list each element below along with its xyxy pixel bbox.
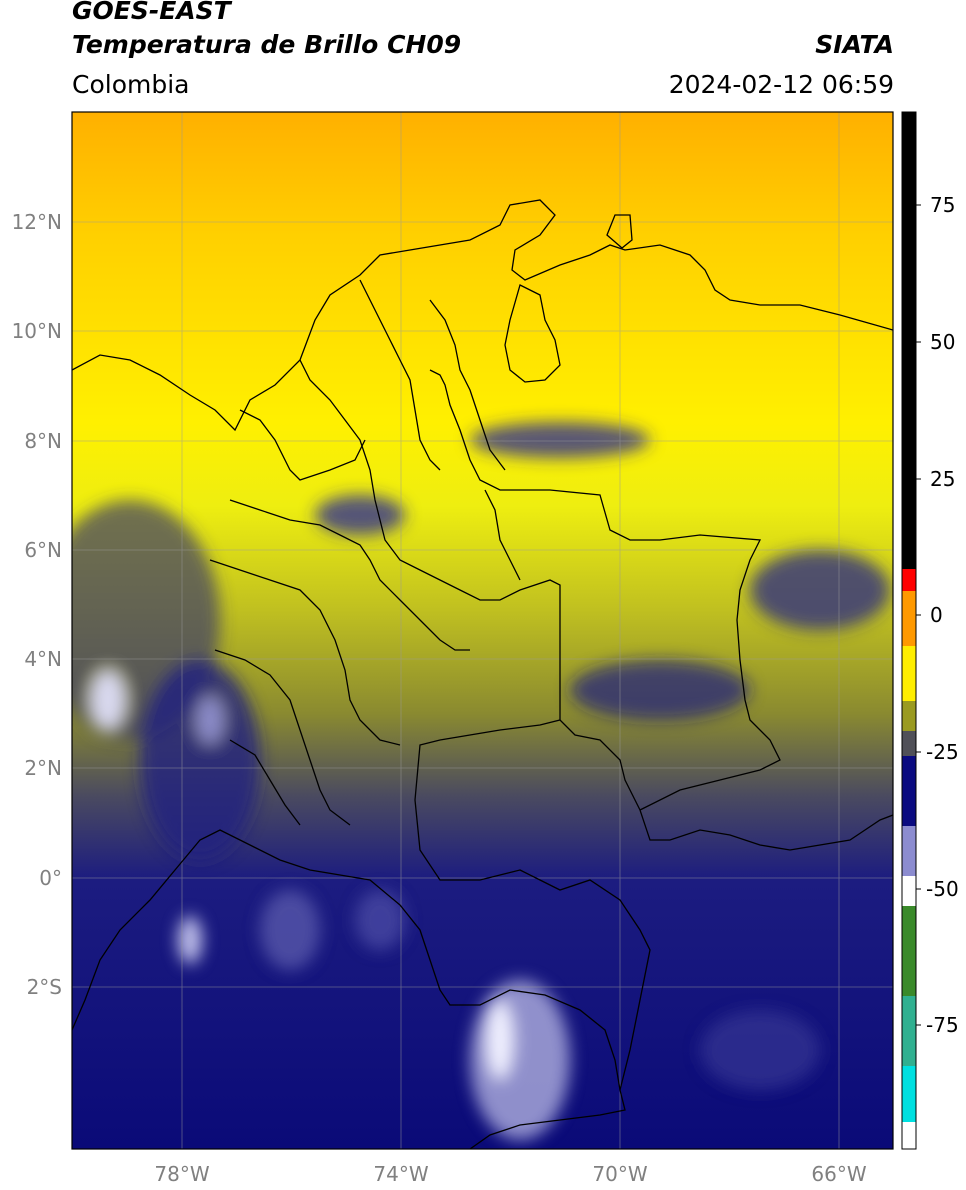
colorbar-gray [902, 731, 916, 756]
colorbar-orange [902, 591, 916, 646]
cloud-features [72, 422, 890, 1140]
lat-label: 0° [39, 866, 62, 890]
coastlines-and-borders [72, 199, 893, 1149]
colorbar-lightblue [902, 826, 916, 876]
colorbar-tick-label: -25 [926, 740, 959, 764]
lat-label: 2°N [24, 756, 62, 780]
map-frame [71, 111, 894, 1150]
colorbar-bottom-white [902, 1122, 916, 1149]
lon-label: 74°W [373, 1162, 428, 1186]
colorbar-red [902, 569, 916, 591]
colorbar-tick-label: 25 [930, 467, 955, 491]
lon-label: 78°W [154, 1162, 209, 1186]
region-label: Colombia [72, 70, 190, 99]
colorbar-white [902, 876, 916, 906]
lon-label: 70°W [592, 1162, 647, 1186]
satellite-title: GOES-EAST [72, 0, 231, 25]
colorbar-tick-label: -50 [926, 877, 959, 901]
colorbar-teal [902, 996, 916, 1066]
colorbar-yellow [902, 646, 916, 701]
colorbar: 75 50 25 0 -25 -50 -75 [901, 111, 959, 1150]
source-label: SIATA [815, 30, 894, 59]
lon-label: 66°W [811, 1162, 866, 1186]
lat-label: 12°N [12, 210, 62, 234]
datetime-label: 2024-02-12 06:59 [668, 70, 894, 99]
longitude-labels: 78°W 74°W 70°W 66°W [154, 1162, 866, 1186]
colorbar-tick-label: 50 [930, 330, 955, 354]
colorbar-tick-label: 0 [930, 603, 943, 627]
colorbar-black [902, 112, 916, 569]
colorbar-frame [901, 111, 917, 1150]
colorbar-tick-label: -75 [926, 1013, 959, 1037]
lat-label: 4°N [24, 647, 62, 671]
lat-label: 10°N [12, 319, 62, 343]
colorbar-olive [902, 701, 916, 731]
graticule [72, 112, 893, 1149]
colorbar-green [902, 906, 916, 996]
colorbar-cyan [902, 1066, 916, 1122]
lat-label: 8°N [24, 429, 62, 453]
product-title: Temperatura de Brillo CH09 [72, 30, 462, 59]
lat-label: 2°S [27, 975, 62, 999]
colorbar-tick-label: 75 [930, 193, 955, 217]
lat-label: 6°N [24, 538, 62, 562]
latitude-labels: 12°N 10°N 8°N 6°N 4°N 2°N 0° 2°S [12, 210, 62, 999]
colorbar-navy [902, 756, 916, 826]
